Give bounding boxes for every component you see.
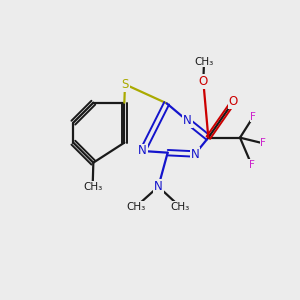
Text: O: O bbox=[229, 95, 238, 108]
Text: F: F bbox=[250, 112, 256, 122]
Text: N: N bbox=[154, 180, 163, 193]
Text: S: S bbox=[121, 78, 129, 91]
Text: N: N bbox=[190, 148, 200, 160]
Text: CH₃: CH₃ bbox=[83, 182, 102, 192]
Text: O: O bbox=[199, 75, 208, 88]
Text: N: N bbox=[183, 115, 192, 128]
Text: CH₃: CH₃ bbox=[194, 57, 214, 67]
Text: F: F bbox=[260, 138, 266, 148]
Text: F: F bbox=[249, 160, 255, 170]
Text: CH₃: CH₃ bbox=[170, 202, 190, 212]
Text: N: N bbox=[138, 145, 147, 158]
Text: CH₃: CH₃ bbox=[126, 202, 146, 212]
